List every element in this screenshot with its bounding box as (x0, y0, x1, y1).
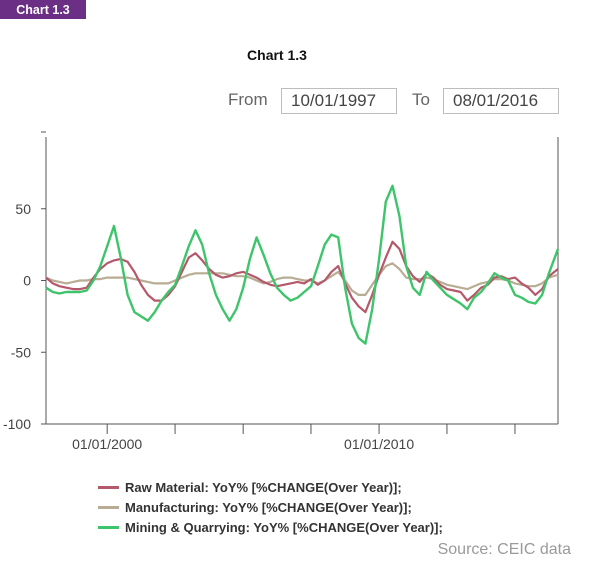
chart-title: Chart 1.3 (247, 47, 307, 63)
legend-swatch-mining (98, 525, 119, 529)
to-date-input[interactable]: 08/01/2016 (443, 88, 559, 114)
legend-item-manufacturing[interactable]: Manufacturing: YoY% [%CHANGE(Over Year)]… (98, 497, 443, 517)
series-line-manufacturing (45, 262, 559, 296)
legend-label-manufacturing: Manufacturing: YoY% [%CHANGE(Over Year)]… (125, 499, 412, 515)
from-date-input[interactable]: 10/01/1997 (281, 88, 397, 114)
y-tick-label: -100 (3, 416, 31, 432)
y-tick-label: -50 (11, 344, 31, 360)
legend-item-raw-material[interactable]: Raw Material: YoY% [%CHANGE(Over Year)]; (98, 477, 443, 497)
legend-item-mining[interactable]: Mining & Quarrying: YoY% [%CHANGE(Over Y… (98, 517, 443, 537)
chart-tag: Chart 1.3 (0, 0, 86, 19)
x-tick-label: 01/01/2010 (344, 436, 414, 452)
legend-swatch-manufacturing (98, 505, 119, 509)
y-tick-label: 0 (23, 273, 31, 289)
legend-swatch-raw-material (98, 485, 119, 489)
from-label: From (228, 90, 268, 109)
legend-label-mining: Mining & Quarrying: YoY% [%CHANGE(Over Y… (125, 519, 443, 535)
x-tick-label: 01/01/2000 (72, 436, 142, 452)
series-line-mining (45, 184, 560, 345)
y-tick-label: 50 (15, 201, 31, 217)
legend-label-raw-material: Raw Material: YoY% [%CHANGE(Over Year)]; (125, 479, 402, 495)
to-label: To (412, 90, 430, 109)
source-note: Source: CEIC data (437, 541, 571, 558)
series-line-raw-material (45, 240, 559, 314)
legend: Raw Material: YoY% [%CHANGE(Over Year)];… (98, 477, 443, 537)
